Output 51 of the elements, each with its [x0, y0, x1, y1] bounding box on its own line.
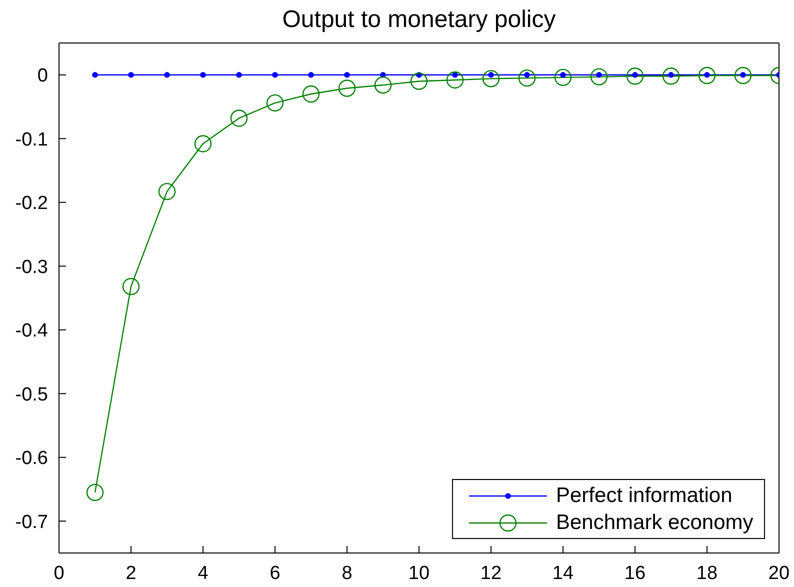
point — [626, 68, 644, 85]
point — [344, 72, 350, 78]
x-tick-label: 0 — [54, 562, 64, 584]
point — [734, 66, 752, 84]
point — [92, 72, 98, 78]
point — [122, 278, 140, 296]
legend-label: Benchmark economy — [556, 510, 754, 534]
x-tick-label: 14 — [552, 562, 574, 584]
y-tick-label: -0.6 — [15, 448, 48, 470]
y-tick-label: -0.5 — [15, 384, 48, 406]
point — [374, 76, 392, 94]
y-tick-label: -0.3 — [15, 256, 48, 278]
point — [410, 72, 428, 90]
point — [554, 68, 572, 86]
point — [698, 66, 716, 84]
point — [446, 71, 464, 89]
y-tick-label: -0.7 — [15, 512, 48, 533]
point — [302, 85, 320, 103]
x-tick-label: 12 — [480, 562, 502, 584]
x-tick-label: 10 — [408, 562, 430, 584]
chart-title: Output to monetary policy — [281, 6, 557, 34]
y-tick-label: 0 — [37, 66, 48, 87]
point — [86, 484, 104, 502]
x-tick-label: 6 — [270, 562, 280, 584]
point — [194, 135, 212, 152]
x-tick-label: 20 — [768, 562, 790, 584]
point — [518, 69, 536, 87]
x-tick-label: 2 — [126, 562, 136, 584]
y-tick-label: -0.4 — [15, 320, 48, 342]
point — [230, 110, 248, 127]
x-tick-label: 8 — [342, 562, 352, 584]
x-tick-label: 4 — [198, 562, 209, 584]
y-tick-label: -0.2 — [15, 193, 48, 214]
point — [128, 72, 134, 78]
point — [662, 68, 680, 85]
point — [308, 72, 314, 78]
point — [338, 80, 356, 97]
point — [272, 72, 278, 78]
point — [524, 72, 530, 78]
point — [158, 182, 176, 200]
point — [200, 72, 206, 78]
legend-label: Perfect information — [556, 484, 732, 508]
point — [590, 68, 608, 86]
point — [236, 72, 242, 78]
x-tick-label: 16 — [624, 562, 646, 584]
point — [266, 94, 284, 112]
point — [164, 72, 170, 78]
point — [488, 72, 494, 78]
x-tick-label: 18 — [696, 562, 718, 584]
point — [482, 70, 500, 88]
y-tick-label: -0.1 — [15, 129, 48, 150]
